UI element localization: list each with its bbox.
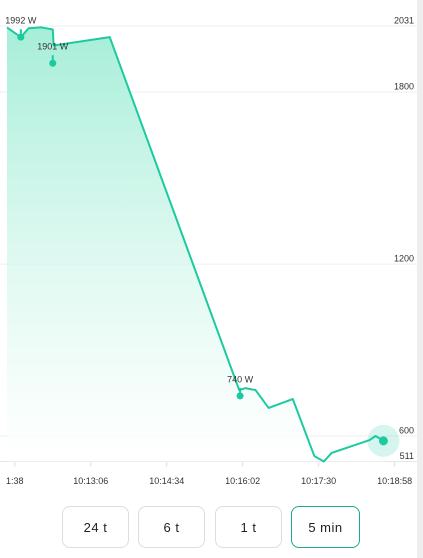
annotation-label: 1992 W (5, 16, 37, 26)
y-tick-label: 1200 (394, 253, 414, 263)
range-button[interactable]: 1 t (215, 506, 282, 548)
annotation-marker (236, 392, 244, 400)
line (6, 26, 384, 463)
range-button[interactable]: 6 t (138, 506, 205, 548)
annotation-marker (17, 33, 25, 41)
x-tick-label: 1:38 (6, 476, 24, 486)
annotation-marker (49, 59, 57, 67)
range-button[interactable]: 24 t (62, 506, 129, 548)
y-tick-label: 600 (399, 425, 414, 435)
range-button[interactable]: 5 min (291, 506, 360, 548)
x-tick-label: 10:17:30 (301, 476, 336, 486)
x-tick-label: 10:18:58 (377, 476, 412, 486)
y-tick-label: 2031 (394, 15, 414, 25)
area (7, 27, 384, 462)
x-tick-label: 10:13:06 (73, 476, 108, 486)
annotation-label: 1901 W (37, 42, 69, 52)
x-tick-label: 10:16:02 (225, 476, 260, 486)
chart: 511 600 1200 1800 2031 1:38 10:13:06 10:14:34 10… (0, 15, 417, 486)
y-tick-label: 511 (400, 451, 414, 461)
current-point (378, 436, 388, 446)
scrollbar (417, 0, 423, 558)
y-tick-label: 1800 (394, 82, 414, 92)
x-tick-label: 10:14:34 (149, 476, 184, 486)
annotation-label: 740 W (227, 374, 254, 384)
